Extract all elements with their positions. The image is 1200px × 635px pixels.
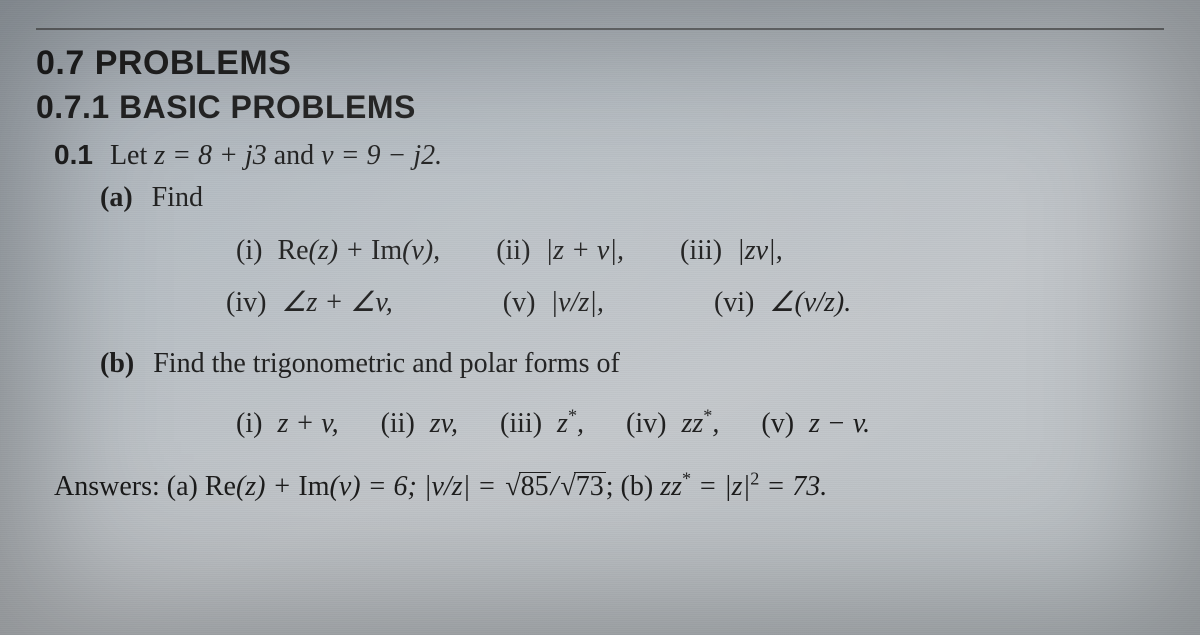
subsection-number: 0.7.1 bbox=[36, 89, 110, 125]
a-v: (v) |v/z|, bbox=[503, 287, 604, 319]
part-b-text: Find the trigonometric and polar forms o… bbox=[153, 348, 620, 379]
answers-a2-lhs: |v/z| = bbox=[424, 471, 503, 502]
b-iii: (iii) z*, bbox=[500, 408, 584, 440]
part-a-row1: (i) Re(z) + Im(v), (ii) |z + v|, (iii) |… bbox=[36, 235, 1164, 267]
section-heading: 0.7 PROBLEMS bbox=[36, 44, 1164, 83]
answers-lead: Answers: bbox=[54, 471, 160, 502]
part-b-row: (i) z + v, (ii) zv, (iii) z*, (iv) zz*, … bbox=[36, 408, 1164, 440]
a-iii: (iii) |zv|, bbox=[680, 235, 783, 267]
a-vi: (vi) ∠(v/z). bbox=[714, 285, 851, 319]
answers-a2-sep: / bbox=[551, 471, 559, 502]
problem-statement: 0.1 Let z = 8 + j3 and v = 9 − j2. bbox=[54, 136, 1164, 175]
a-ii: (ii) |z + v|, bbox=[496, 235, 624, 267]
subsection-heading: 0.7.1 BASIC PROBLEMS bbox=[36, 89, 1164, 126]
part-a-label: (a) bbox=[100, 182, 133, 213]
page: 0.7 PROBLEMS 0.7.1 BASIC PROBLEMS 0.1 Le… bbox=[0, 0, 1200, 506]
subsection-title: BASIC PROBLEMS bbox=[119, 89, 416, 125]
v-definition: v = 9 − j2. bbox=[321, 140, 442, 171]
part-a-row2: (iv) ∠z + ∠v, (v) |v/z|, (vi) ∠(v/z). bbox=[36, 285, 1164, 319]
answers-line: Answers: (a) Re(z) + Im(v) = 6; |v/z| = … bbox=[54, 468, 1164, 506]
sqrt-73: 73 bbox=[558, 468, 605, 506]
part-b-line: (b) Find the trigonometric and polar for… bbox=[100, 345, 1164, 383]
answers-a-label: (a) bbox=[167, 471, 198, 502]
section-number: 0.7 bbox=[36, 44, 85, 82]
answers-b-label: (b) bbox=[621, 471, 654, 502]
a-i: (i) Re(z) + Im(v), bbox=[236, 235, 440, 267]
z-definition: z = 8 + j3 bbox=[154, 140, 266, 171]
sqrt-85: 85 bbox=[503, 468, 550, 506]
part-a-line: (a) Find bbox=[100, 179, 1164, 217]
b-iv: (iv) zz*, bbox=[626, 408, 719, 440]
statement-prefix: Let bbox=[110, 140, 154, 171]
problem-number: 0.1 bbox=[54, 139, 93, 170]
b-i: (i) z + v, bbox=[236, 408, 339, 440]
section-title: PROBLEMS bbox=[95, 44, 292, 82]
answers-a2-tail: ; bbox=[606, 471, 614, 502]
and-word: and bbox=[274, 140, 321, 171]
part-a-text: Find bbox=[152, 182, 203, 213]
top-rule bbox=[36, 28, 1164, 30]
b-ii: (ii) zv, bbox=[381, 408, 458, 440]
b-v: (v) z − v. bbox=[761, 408, 870, 440]
part-b-label: (b) bbox=[100, 348, 134, 379]
a-iv: (iv) ∠z + ∠v, bbox=[226, 285, 393, 319]
